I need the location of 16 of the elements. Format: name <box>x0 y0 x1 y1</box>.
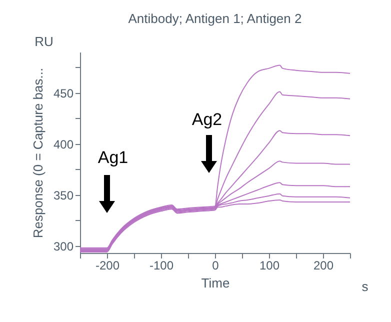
x-tick-label: -200 <box>95 258 120 272</box>
x-tick-label: 200 <box>313 258 334 272</box>
text: s <box>362 279 369 294</box>
x-tick-label: -100 <box>149 258 174 272</box>
x-tick-label: 100 <box>259 258 280 272</box>
annotation: Ag2 <box>192 110 222 129</box>
y-tick-label: 300 <box>53 239 74 254</box>
x-axis-title: Time <box>201 276 230 290</box>
x-tick-label: 0 <box>212 258 220 272</box>
y-axis-title: Response (0 = Capture bas... <box>30 68 46 238</box>
text: RU <box>34 34 54 49</box>
y-tick-label: 450 <box>53 86 74 100</box>
y-tick-label: 400 <box>53 137 74 152</box>
y-tick-label: 350 <box>53 188 74 202</box>
chart-title: Antibody; Antigen 1; Antigen 2 <box>128 11 302 26</box>
annotation: Ag1 <box>98 148 128 167</box>
